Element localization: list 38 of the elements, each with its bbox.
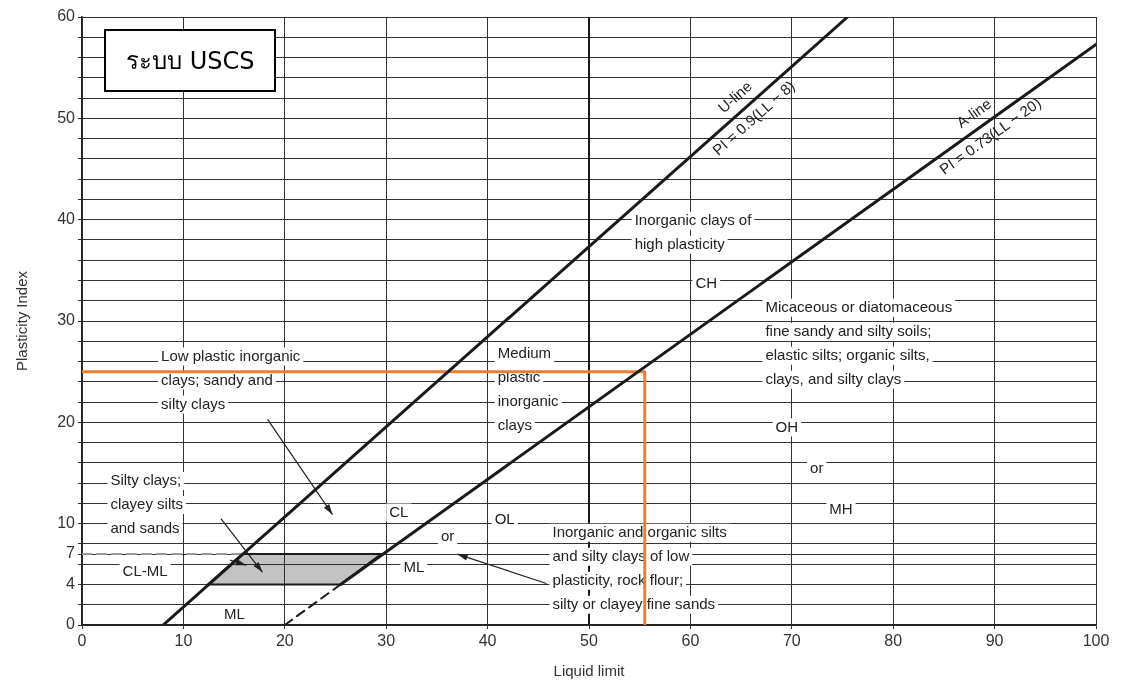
annotation: OH <box>775 417 799 435</box>
x-tick-label: 80 <box>884 632 903 650</box>
annotation: Inorganic clays of high plasticity <box>634 210 753 252</box>
annotation: OL <box>494 509 515 527</box>
x-tick-label: 90 <box>985 632 1004 650</box>
x-tick-label: 50 <box>580 632 598 650</box>
x-tick-label: 40 <box>478 632 497 650</box>
y-tick-label: 60 <box>57 7 76 25</box>
annotation: Micaceous or diatomaceous fine sandy and silty soils; elastic silts; organic silts, clays, and silty clays <box>765 297 953 387</box>
x-tick-label: 60 <box>681 632 700 650</box>
annotation: or <box>810 459 824 477</box>
y-tick-label: 50 <box>57 108 76 126</box>
y-tick-label: 30 <box>57 311 76 329</box>
y-tick-label: 20 <box>57 412 76 430</box>
y-tick-label: 10 <box>57 514 76 532</box>
x-tick-label: 100 <box>1082 632 1110 650</box>
text: ระบบ USCS <box>104 29 277 92</box>
y-tick-label: 4 <box>66 574 76 592</box>
x-tick-label: 30 <box>377 632 396 650</box>
annotation: CL-ML <box>122 562 168 580</box>
y-tick-label: 0 <box>66 615 76 633</box>
annotation: MH <box>829 499 853 517</box>
y-tick-label: 7 <box>66 544 76 562</box>
annotation: ML <box>223 605 245 623</box>
annotation: or <box>440 526 455 544</box>
y-axis-title: Plasticity Index <box>13 270 31 372</box>
annotation: ML <box>403 558 425 576</box>
x-axis-title: Liquid limit <box>553 662 626 680</box>
x-tick-label: 20 <box>275 632 294 650</box>
x-tick-label: 70 <box>782 632 801 650</box>
annotation: CH <box>695 273 718 291</box>
annotation: CL <box>389 502 409 520</box>
y-tick-label: 40 <box>57 210 76 228</box>
x-tick-label: 0 <box>77 632 87 650</box>
annotation: Silty clays; clayey silts and sands <box>110 471 183 537</box>
annotation: Low plastic inorganic clays; sandy and silty clays <box>161 346 301 412</box>
x-tick-label: 10 <box>174 632 193 650</box>
annotation: Medium plastic inorganic clays <box>497 343 560 433</box>
